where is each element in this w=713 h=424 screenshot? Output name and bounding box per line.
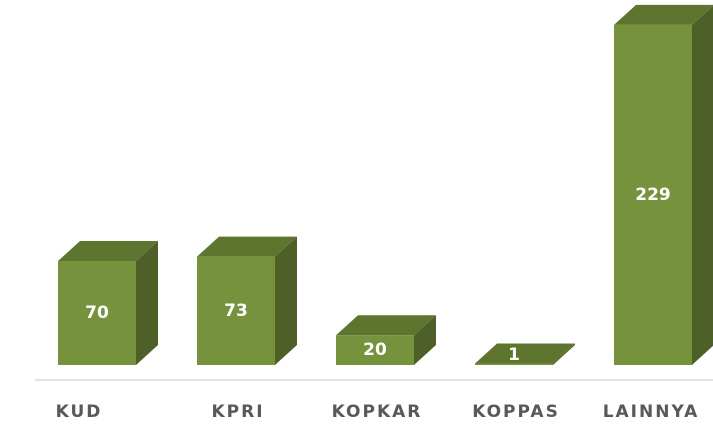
value-label: 1: [508, 345, 520, 365]
bar-side: [414, 315, 436, 365]
bar-side: [275, 236, 297, 365]
bar-front: [58, 261, 136, 365]
bar-side: [136, 241, 158, 365]
bar-side: [692, 5, 713, 365]
bar: [475, 343, 575, 365]
bar-top: [58, 241, 158, 262]
x-tick-label: KPRI: [211, 402, 264, 422]
x-tick-label: KOPKAR: [332, 402, 423, 422]
bar-front: [475, 363, 553, 365]
bar-front: [614, 24, 692, 366]
bar: [614, 4, 713, 366]
x-tick-label: LAINNYA: [603, 402, 700, 422]
bar-side: [553, 343, 575, 365]
value-label: 20: [363, 340, 387, 360]
value-label: 73: [224, 301, 248, 321]
bar-front: [197, 256, 275, 365]
bar-top: [197, 236, 297, 257]
bar-front: [336, 335, 414, 365]
value-label: 70: [85, 303, 109, 323]
x-tick-label: KUD: [56, 402, 103, 422]
bar: [336, 315, 436, 365]
bar-top: [614, 4, 713, 25]
bar-top: [336, 315, 436, 336]
bar: [197, 236, 297, 365]
bar: [58, 241, 158, 365]
bar-top: [475, 343, 575, 364]
value-label: 229: [635, 185, 671, 205]
x-tick-label: KOPPAS: [472, 402, 560, 422]
